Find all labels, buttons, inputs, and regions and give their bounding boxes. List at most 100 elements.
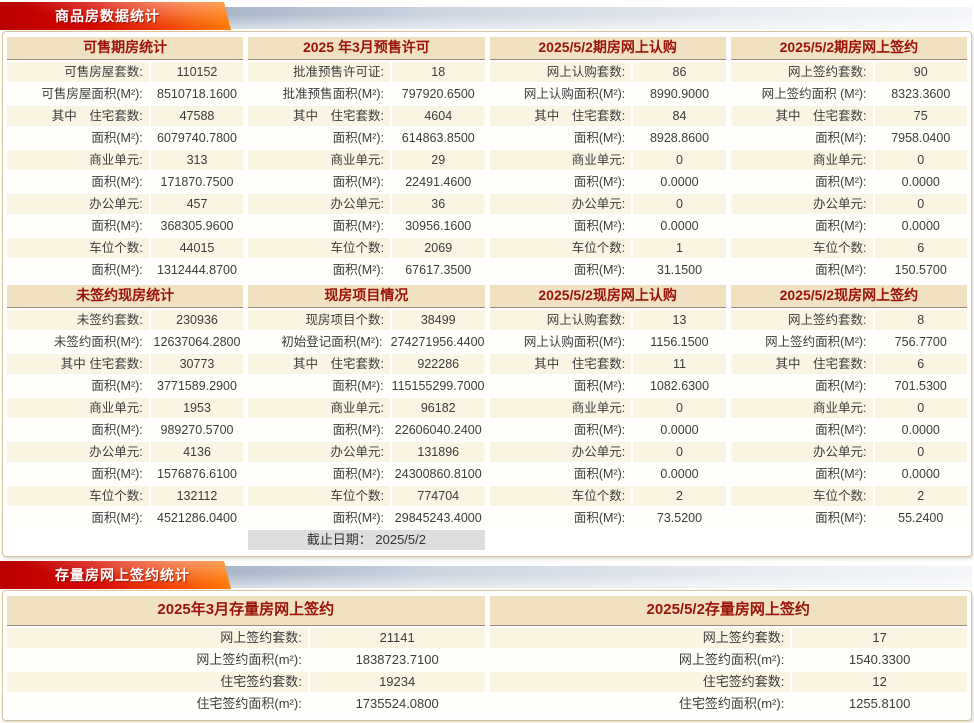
row-value: 0 xyxy=(633,442,726,462)
row-value: 457 xyxy=(150,194,244,214)
table-row: 商业单元: 0 xyxy=(730,150,967,170)
row-label: 办公单元: xyxy=(7,442,149,462)
row-value: 1312444.8700 xyxy=(150,260,244,280)
row-value: 110152 xyxy=(150,62,244,82)
row-label: 其中 住宅套数: xyxy=(7,354,149,374)
row-value: 230936 xyxy=(150,310,244,330)
table-today-stock-contract: 2025/5/2存量房网上签约 网上签约套数: 17 网上签约面积(m²): 1540.… xyxy=(489,596,967,714)
table-row: 其中 住宅套数: 6 xyxy=(730,354,967,374)
table-footer-cutoff-date: 截止日期： 2025/5/2 xyxy=(248,530,485,550)
table-title: 未签约现房统计 xyxy=(7,285,244,308)
table-row: 其中 住宅套数: 30773 xyxy=(7,354,244,374)
table-row: 面积(M²): 0.0000 xyxy=(489,172,726,192)
row-label: 面积(M²): xyxy=(489,128,632,148)
table-row: 未签约套数: 230936 xyxy=(7,310,244,330)
row-value: 0.0000 xyxy=(874,172,967,192)
row-label: 车位个数: xyxy=(248,238,390,258)
row-value: 6079740.7800 xyxy=(150,128,244,148)
table-row: 可售房屋套数: 110152 xyxy=(7,62,244,82)
row-value: 29 xyxy=(392,150,485,170)
row-label: 未签约面积(M²): xyxy=(7,332,149,352)
row-value: 2 xyxy=(874,486,967,506)
table-row: 面积(M²): 0.0000 xyxy=(730,464,967,484)
table-row: 商业单元: 313 xyxy=(7,150,244,170)
row-value: 171870.7500 xyxy=(150,172,244,192)
row-label: 面积(M²): xyxy=(730,508,873,528)
table-row: 面积(M²): 171870.7500 xyxy=(7,172,244,192)
row-label: 面积(M²): xyxy=(248,172,390,192)
row-value: 1576876.6100 xyxy=(150,464,244,484)
row-value: 701.5300 xyxy=(874,376,967,396)
row-label: 办公单元: xyxy=(248,442,390,462)
row-value: 22606040.2400 xyxy=(392,420,485,440)
row-value: 922286 xyxy=(392,354,485,374)
table-row: 其中 住宅套数: 4604 xyxy=(248,106,485,126)
table-row: 商业单元: 96182 xyxy=(248,398,485,418)
section-panel: 可售期房统计 可售房屋套数: 110152 可售房屋面积(M²): 8510718.16… xyxy=(2,31,972,557)
row-label: 面积(M²): xyxy=(489,508,632,528)
row-label: 初始登记面积(M²): xyxy=(248,332,389,352)
table-row: 其中 住宅套数: 922286 xyxy=(248,354,485,374)
row-label: 网上签约面积 (M²): xyxy=(730,84,873,104)
banner-ribbon: 商品房数据统计 xyxy=(0,2,231,30)
row-label: 面积(M²): xyxy=(489,464,632,484)
table-row: 面积(M²): 24300860.8100 xyxy=(248,464,485,484)
row-value: 0.0000 xyxy=(633,420,726,440)
row-label: 面积(M²): xyxy=(248,420,390,440)
row-label: 面积(M²): xyxy=(7,420,149,440)
row-label: 办公单元: xyxy=(730,194,873,214)
table-row: 办公单元: 0 xyxy=(730,442,967,462)
row-value: 8510718.1600 xyxy=(150,84,244,104)
row-label: 面积(M²): xyxy=(489,420,632,440)
table-row: 网上签约套数: 21141 xyxy=(7,628,485,648)
row-value: 84 xyxy=(633,106,726,126)
table-grid-stock: 2025年3月存量房网上签约 网上签约套数: 21141 网上签约面积(m²): 183… xyxy=(7,596,967,714)
row-label: 批准预售面积(M²): xyxy=(248,84,390,104)
row-label: 车位个数: xyxy=(489,486,632,506)
table-row: 面积(M²): 0.0000 xyxy=(489,420,726,440)
row-value: 4604 xyxy=(392,106,485,126)
table-row: 面积(M²): 989270.5700 xyxy=(7,420,244,440)
table-row: 车位个数: 2 xyxy=(730,486,967,506)
row-value: 1953 xyxy=(150,398,244,418)
row-label: 面积(M²): xyxy=(248,260,390,280)
row-label: 面积(M²): xyxy=(7,216,149,236)
row-value: 0 xyxy=(874,398,967,418)
row-label: 面积(M²): xyxy=(248,216,390,236)
row-label: 面积(M²): xyxy=(7,172,149,192)
row-value: 47588 xyxy=(150,106,244,126)
row-value: 313 xyxy=(150,150,244,170)
row-label: 商业单元: xyxy=(489,150,632,170)
row-label: 可售房屋套数: xyxy=(7,62,149,82)
table-title: 2025/5/2期房网上认购 xyxy=(489,37,726,60)
row-label: 面积(M²): xyxy=(489,216,632,236)
row-value: 3771589.2900 xyxy=(150,376,244,396)
banner-background-bar xyxy=(0,7,972,29)
row-label: 住宅签约套数: xyxy=(7,672,308,692)
table-row: 车位个数: 2069 xyxy=(248,238,485,258)
table-row: 面积(M²): 7958.0400 xyxy=(730,128,967,148)
row-value: 0.0000 xyxy=(633,216,726,236)
row-value: 4521286.0400 xyxy=(150,508,244,528)
table-title: 2025 年3月预售许可 xyxy=(248,37,485,60)
row-value: 21141 xyxy=(309,628,485,648)
row-label: 面积(M²): xyxy=(489,260,632,280)
table-row: 面积(M²): 29845243.4000 xyxy=(248,508,485,528)
row-label: 车位个数: xyxy=(730,238,873,258)
row-value: 774704 xyxy=(392,486,485,506)
row-label: 面积(M²): xyxy=(7,508,149,528)
row-value: 8990.9000 xyxy=(633,84,726,104)
table-row: 商业单元: 1953 xyxy=(7,398,244,418)
table-row: 办公单元: 0 xyxy=(489,194,726,214)
row-label: 商业单元: xyxy=(489,398,632,418)
row-label: 面积(M²): xyxy=(248,128,390,148)
table-row: 办公单元: 36 xyxy=(248,194,485,214)
table-row: 商业单元: 0 xyxy=(489,150,726,170)
row-value: 2 xyxy=(633,486,726,506)
section-panel: 2025年3月存量房网上签约 网上签约套数: 21141 网上签约面积(m²): 183… xyxy=(2,590,972,721)
table-row: 面积(M²): 1576876.6100 xyxy=(7,464,244,484)
row-label: 未签约套数: xyxy=(7,310,149,330)
table-row: 面积(M²): 55.2400 xyxy=(730,508,967,528)
row-value: 86 xyxy=(633,62,726,82)
row-label: 网上签约面积(m²): xyxy=(489,650,791,670)
